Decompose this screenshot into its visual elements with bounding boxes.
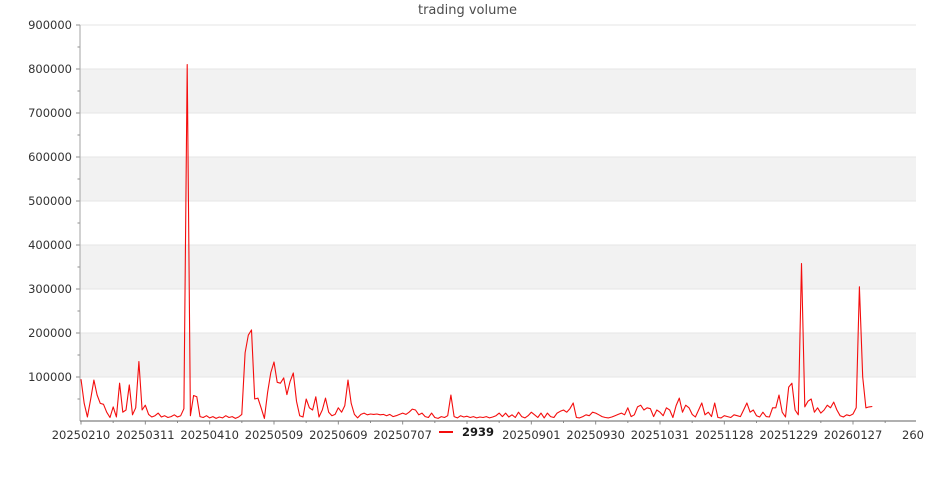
y-tick-label: 300000 xyxy=(28,282,72,296)
y-tick-label: 500000 xyxy=(28,194,72,208)
chart-title: trading volume xyxy=(417,3,518,18)
x-tick-label: 20260127 xyxy=(824,428,883,442)
y-tick-label: 200000 xyxy=(28,326,72,340)
background-band xyxy=(80,333,916,377)
x-tick-label: 260 xyxy=(902,428,924,442)
x-tick-label: 20250311 xyxy=(116,428,175,442)
x-tick-label: 20250410 xyxy=(180,428,239,442)
x-tick-label: 20250930 xyxy=(566,428,625,442)
legend-series-label: 2939 xyxy=(462,425,495,439)
background-band xyxy=(80,69,916,113)
background-band xyxy=(80,157,916,201)
y-tick-label: 800000 xyxy=(28,62,72,76)
legend: 2939 xyxy=(434,424,500,441)
x-tick-label: 20250210 xyxy=(52,428,111,442)
y-tick-label: 600000 xyxy=(28,150,72,164)
y-tick-label: 700000 xyxy=(28,106,72,120)
x-tick-label: 20250609 xyxy=(309,428,368,442)
x-tick-label: 20251229 xyxy=(759,428,818,442)
x-tick-label: 20250707 xyxy=(373,428,432,442)
y-tick-label: 100000 xyxy=(28,370,72,384)
y-tick-label: 400000 xyxy=(28,238,72,252)
background-band xyxy=(80,245,916,289)
x-tick-label: 20251128 xyxy=(695,428,754,442)
y-tick-label: 900000 xyxy=(28,18,72,32)
x-tick-label: 20251031 xyxy=(631,428,690,442)
legend-line-swatch xyxy=(439,431,453,433)
x-tick-label: 20250509 xyxy=(245,428,304,442)
x-tick-label: 20250901 xyxy=(502,428,561,442)
volume-line-series xyxy=(80,64,873,419)
